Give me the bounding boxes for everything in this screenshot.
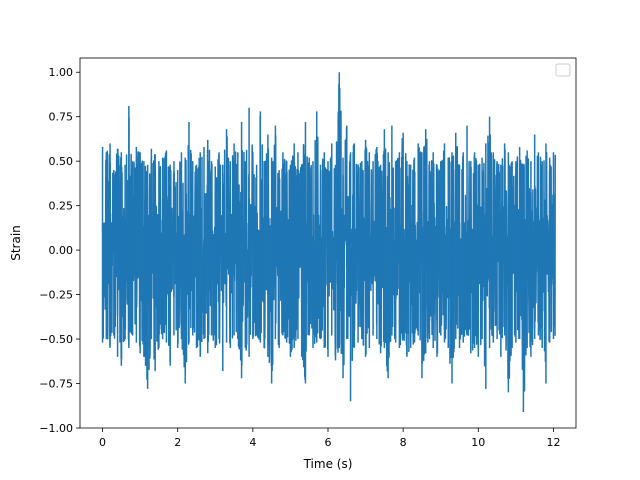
x-axis: 0 2 4 6 8 10 12 [99,428,560,449]
y-tick-label: 1.00 [49,66,74,79]
x-tick-label: 2 [174,436,181,449]
y-tick-label: −0.50 [39,333,73,346]
y-tick-label: 0.50 [49,155,74,168]
y-axis-label: Strain [9,225,23,261]
x-tick-label: 8 [400,436,407,449]
x-tick-label: 12 [546,436,560,449]
y-tick-label: 0.25 [49,200,74,213]
y-tick-label: −0.75 [39,378,73,391]
y-tick-label: 0.75 [49,111,74,124]
x-tick-label: 0 [99,436,106,449]
series-layer [101,72,557,412]
legend-box[interactable] [555,63,571,77]
y-tick-label: −1.00 [39,422,73,435]
y-axis: −1.00 −0.75 −0.50 −0.25 0.00 0.25 0.50 0.75 1.00 [39,66,80,435]
x-tick-label: 4 [249,436,256,449]
y-tick-label: −0.25 [39,289,73,302]
x-axis-label: Time (s) [303,457,353,471]
y-tick-label: 0.00 [49,244,74,257]
x-tick-label: 10 [471,436,485,449]
x-tick-label: 6 [325,436,332,449]
